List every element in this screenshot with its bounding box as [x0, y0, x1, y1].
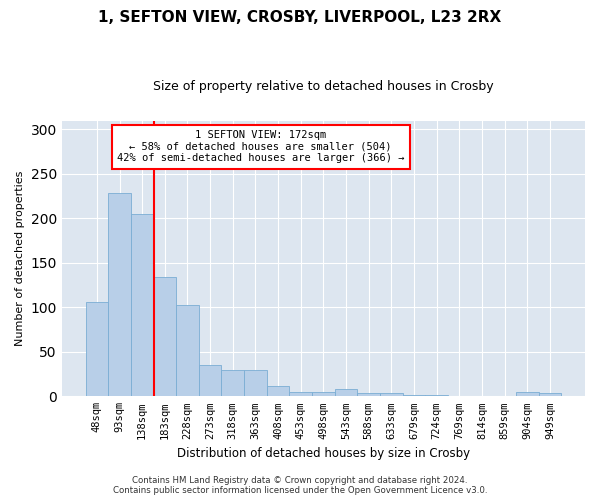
Bar: [86, 302, 108, 396]
Bar: [380, 392, 403, 396]
Bar: [154, 277, 176, 396]
Bar: [425, 394, 448, 396]
Text: 1 SEFTON VIEW: 172sqm
← 58% of detached houses are smaller (504)
42% of semi-det: 1 SEFTON VIEW: 172sqm ← 58% of detached …: [117, 130, 404, 164]
X-axis label: Distribution of detached houses by size in Crosby: Distribution of detached houses by size …: [177, 447, 470, 460]
Bar: [516, 392, 539, 396]
Bar: [335, 389, 358, 396]
Text: Contains HM Land Registry data © Crown copyright and database right 2024.
Contai: Contains HM Land Registry data © Crown c…: [113, 476, 487, 495]
Bar: [539, 392, 561, 396]
Text: 1, SEFTON VIEW, CROSBY, LIVERPOOL, L23 2RX: 1, SEFTON VIEW, CROSBY, LIVERPOOL, L23 2…: [98, 10, 502, 25]
Bar: [358, 392, 380, 396]
Bar: [199, 365, 221, 396]
Title: Size of property relative to detached houses in Crosby: Size of property relative to detached ho…: [153, 80, 494, 93]
Bar: [176, 304, 199, 396]
Bar: [289, 392, 312, 396]
Y-axis label: Number of detached properties: Number of detached properties: [15, 170, 25, 346]
Bar: [221, 370, 244, 396]
Bar: [312, 392, 335, 396]
Bar: [267, 386, 289, 396]
Bar: [108, 194, 131, 396]
Bar: [131, 214, 154, 396]
Bar: [244, 370, 267, 396]
